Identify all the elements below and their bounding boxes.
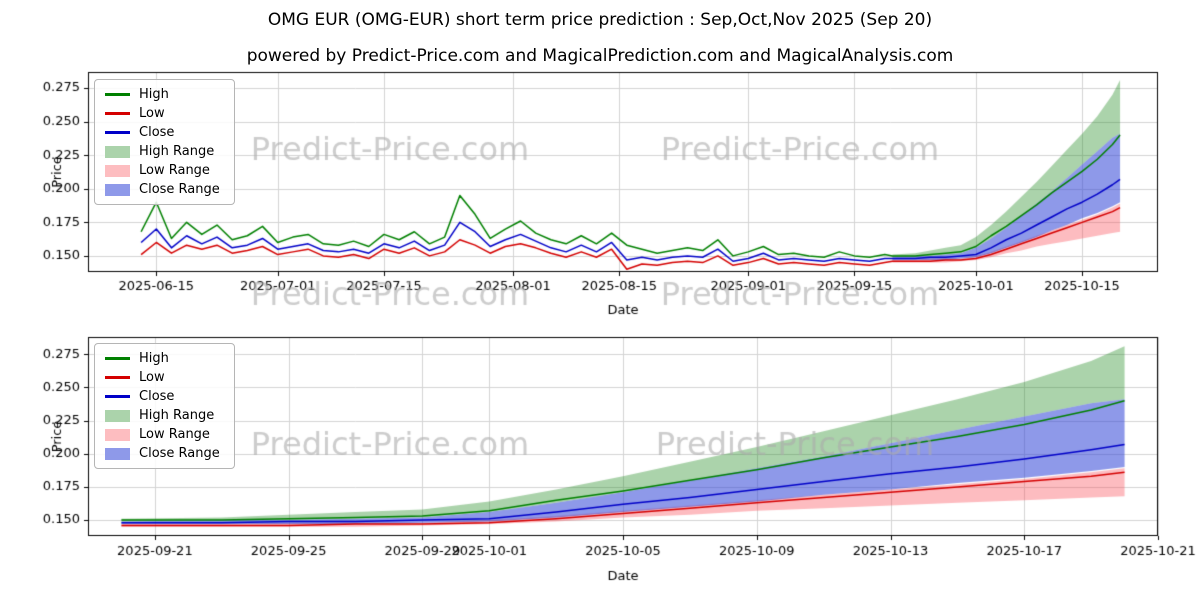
legend-patch-swatch xyxy=(105,145,130,158)
page-subtitle: powered by Predict-Price.com and Magical… xyxy=(246,46,954,66)
legend-item-high-range: High Range xyxy=(105,409,220,422)
legend-bottom-chart: High Low Close High Range Low Range Close Ran… xyxy=(94,343,235,469)
legend-label: High xyxy=(139,351,169,366)
legend-label: Close xyxy=(139,125,175,140)
legend-line-swatch xyxy=(105,93,130,96)
legend-label: Close Range xyxy=(139,182,220,197)
legend-patch-swatch xyxy=(105,409,130,422)
legend-item-low-range: Low Range xyxy=(105,164,220,177)
legend-item-close-range: Close Range xyxy=(105,183,220,196)
legend-label: Low xyxy=(139,370,165,385)
legend-line-swatch xyxy=(105,357,130,360)
legend-label: Low xyxy=(139,106,165,121)
legend-label: Close xyxy=(139,389,175,404)
legend-patch-swatch xyxy=(105,447,130,460)
legend-item-low: Low xyxy=(105,107,220,120)
legend-line-swatch xyxy=(105,112,130,115)
legend-label: Low Range xyxy=(139,427,210,442)
legend-label: High xyxy=(139,87,169,102)
legend-item-low-range: Low Range xyxy=(105,428,220,441)
legend-line-swatch xyxy=(105,395,130,398)
legend-patch-swatch xyxy=(105,428,130,441)
legend-item-low: Low xyxy=(105,371,220,384)
legend-label: Close Range xyxy=(139,446,220,461)
legend-patch-swatch xyxy=(105,183,130,196)
legend-line-swatch xyxy=(105,131,130,134)
legend-item-high: High xyxy=(105,88,220,101)
legend-line-swatch xyxy=(105,376,130,379)
legend-item-close: Close xyxy=(105,126,220,139)
legend-label: High Range xyxy=(139,408,215,423)
legend-item-close-range: Close Range xyxy=(105,447,220,460)
legend-item-high: High xyxy=(105,352,220,365)
legend-item-close: Close xyxy=(105,390,220,403)
legend-item-high-range: High Range xyxy=(105,145,220,158)
legend-patch-swatch xyxy=(105,164,130,177)
legend-label: High Range xyxy=(139,144,215,159)
legend-top-chart: High Low Close High Range Low Range Close Ran… xyxy=(94,79,235,205)
legend-label: Low Range xyxy=(139,163,210,178)
page-title: OMG EUR (OMG-EUR) short term price predi… xyxy=(267,10,933,30)
